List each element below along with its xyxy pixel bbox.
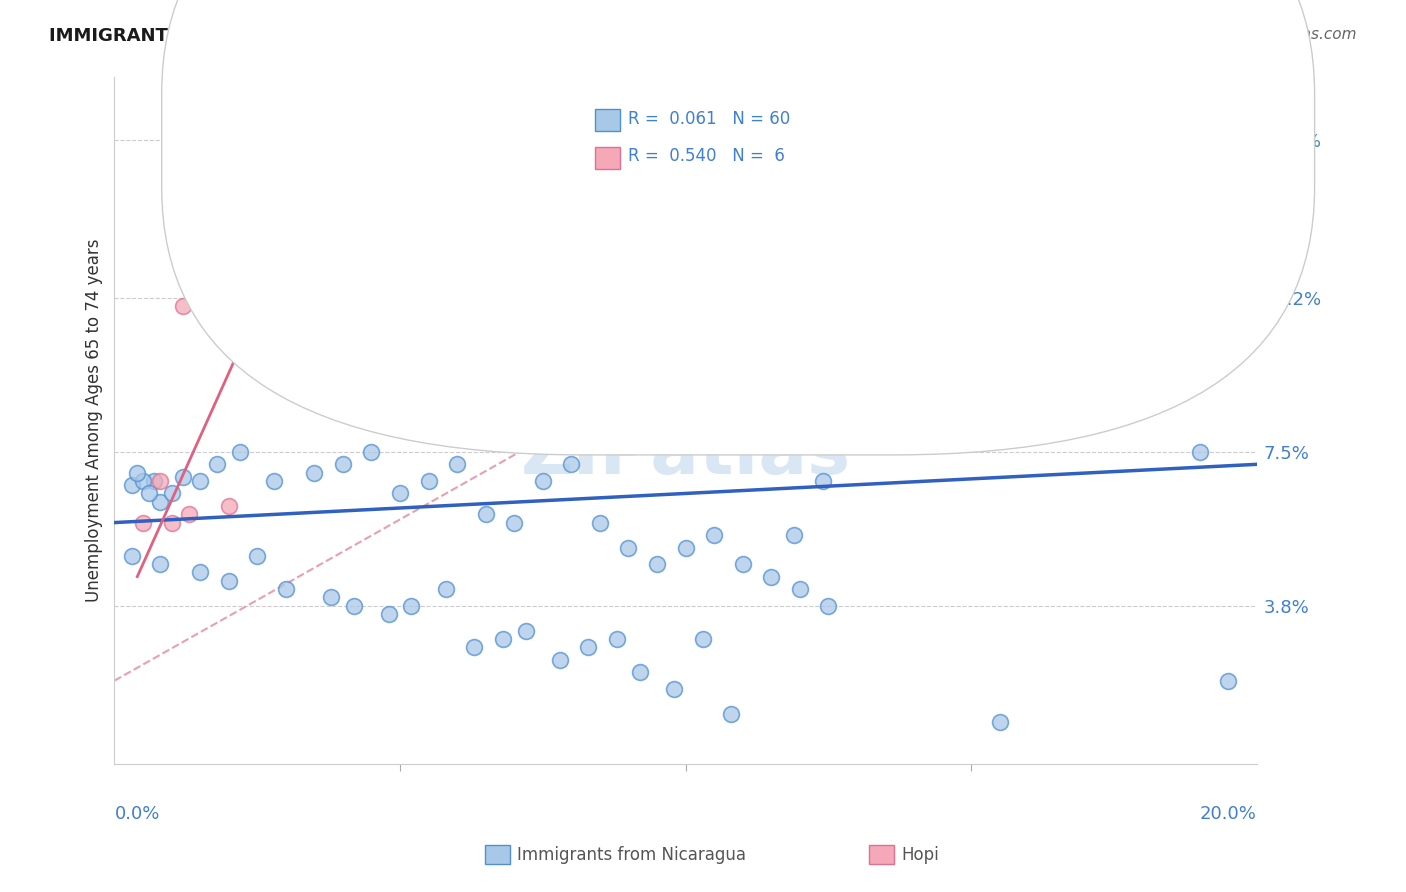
Point bbox=[246, 549, 269, 563]
Point bbox=[229, 445, 252, 459]
Point bbox=[617, 541, 640, 555]
Point bbox=[132, 516, 155, 530]
Point bbox=[132, 474, 155, 488]
Point bbox=[160, 486, 183, 500]
Point bbox=[817, 599, 839, 613]
Point bbox=[188, 474, 211, 488]
Point bbox=[377, 607, 399, 621]
Text: 20.0%: 20.0% bbox=[1199, 805, 1257, 823]
Point bbox=[160, 516, 183, 530]
Point bbox=[149, 557, 172, 571]
Point bbox=[388, 486, 411, 500]
Point bbox=[121, 478, 143, 492]
Point bbox=[578, 640, 600, 655]
Point bbox=[138, 486, 160, 500]
Text: Hopi: Hopi bbox=[901, 846, 939, 863]
Point bbox=[548, 653, 571, 667]
Point bbox=[274, 582, 297, 596]
Point bbox=[628, 665, 651, 680]
Text: R =  0.061   N = 60: R = 0.061 N = 60 bbox=[628, 110, 790, 128]
Point bbox=[759, 569, 782, 583]
Point bbox=[218, 499, 240, 513]
Point bbox=[285, 216, 308, 230]
Text: IMMIGRANTS FROM NICARAGUA VS HOPI UNEMPLOYMENT AMONG AGES 65 TO 74 YEARS CORRELA: IMMIGRANTS FROM NICARAGUA VS HOPI UNEMPL… bbox=[49, 27, 1170, 45]
Point bbox=[343, 599, 366, 613]
Point bbox=[149, 474, 172, 488]
Point bbox=[127, 466, 149, 480]
Point bbox=[692, 632, 714, 646]
Point bbox=[418, 474, 440, 488]
Point bbox=[531, 474, 554, 488]
Point bbox=[515, 624, 537, 638]
Point bbox=[188, 566, 211, 580]
Point bbox=[492, 632, 515, 646]
Point bbox=[321, 591, 343, 605]
Point bbox=[662, 681, 685, 696]
Point bbox=[703, 528, 725, 542]
Point bbox=[748, 216, 770, 230]
Point bbox=[263, 474, 285, 488]
Point bbox=[172, 299, 194, 313]
Point bbox=[789, 582, 811, 596]
Text: Source: ZipAtlas.com: Source: ZipAtlas.com bbox=[1194, 27, 1357, 42]
Point bbox=[149, 495, 172, 509]
Point bbox=[675, 541, 697, 555]
Point bbox=[121, 549, 143, 563]
Point bbox=[560, 458, 582, 472]
Point bbox=[503, 516, 526, 530]
Point bbox=[645, 557, 668, 571]
Text: 0.0%: 0.0% bbox=[114, 805, 160, 823]
Point bbox=[589, 516, 612, 530]
Text: ZIPatlas: ZIPatlas bbox=[520, 420, 851, 490]
Point bbox=[332, 458, 354, 472]
Point bbox=[1188, 445, 1211, 459]
Point bbox=[218, 574, 240, 588]
Point bbox=[143, 474, 166, 488]
Point bbox=[474, 508, 496, 522]
Point bbox=[606, 632, 628, 646]
Point bbox=[205, 458, 228, 472]
Point bbox=[731, 557, 754, 571]
Y-axis label: Unemployment Among Ages 65 to 74 years: Unemployment Among Ages 65 to 74 years bbox=[86, 239, 103, 602]
Text: R =  0.540   N =  6: R = 0.540 N = 6 bbox=[628, 147, 786, 165]
Point bbox=[811, 474, 834, 488]
Point bbox=[988, 715, 1011, 730]
Point bbox=[720, 706, 742, 721]
Point bbox=[401, 599, 423, 613]
Point bbox=[446, 458, 468, 472]
Point bbox=[177, 508, 200, 522]
Text: Immigrants from Nicaragua: Immigrants from Nicaragua bbox=[517, 846, 747, 863]
Point bbox=[172, 470, 194, 484]
Point bbox=[434, 582, 457, 596]
Point bbox=[304, 466, 326, 480]
Point bbox=[783, 528, 806, 542]
Point bbox=[377, 216, 399, 230]
Point bbox=[360, 445, 382, 459]
Point bbox=[463, 640, 485, 655]
Point bbox=[1216, 673, 1239, 688]
